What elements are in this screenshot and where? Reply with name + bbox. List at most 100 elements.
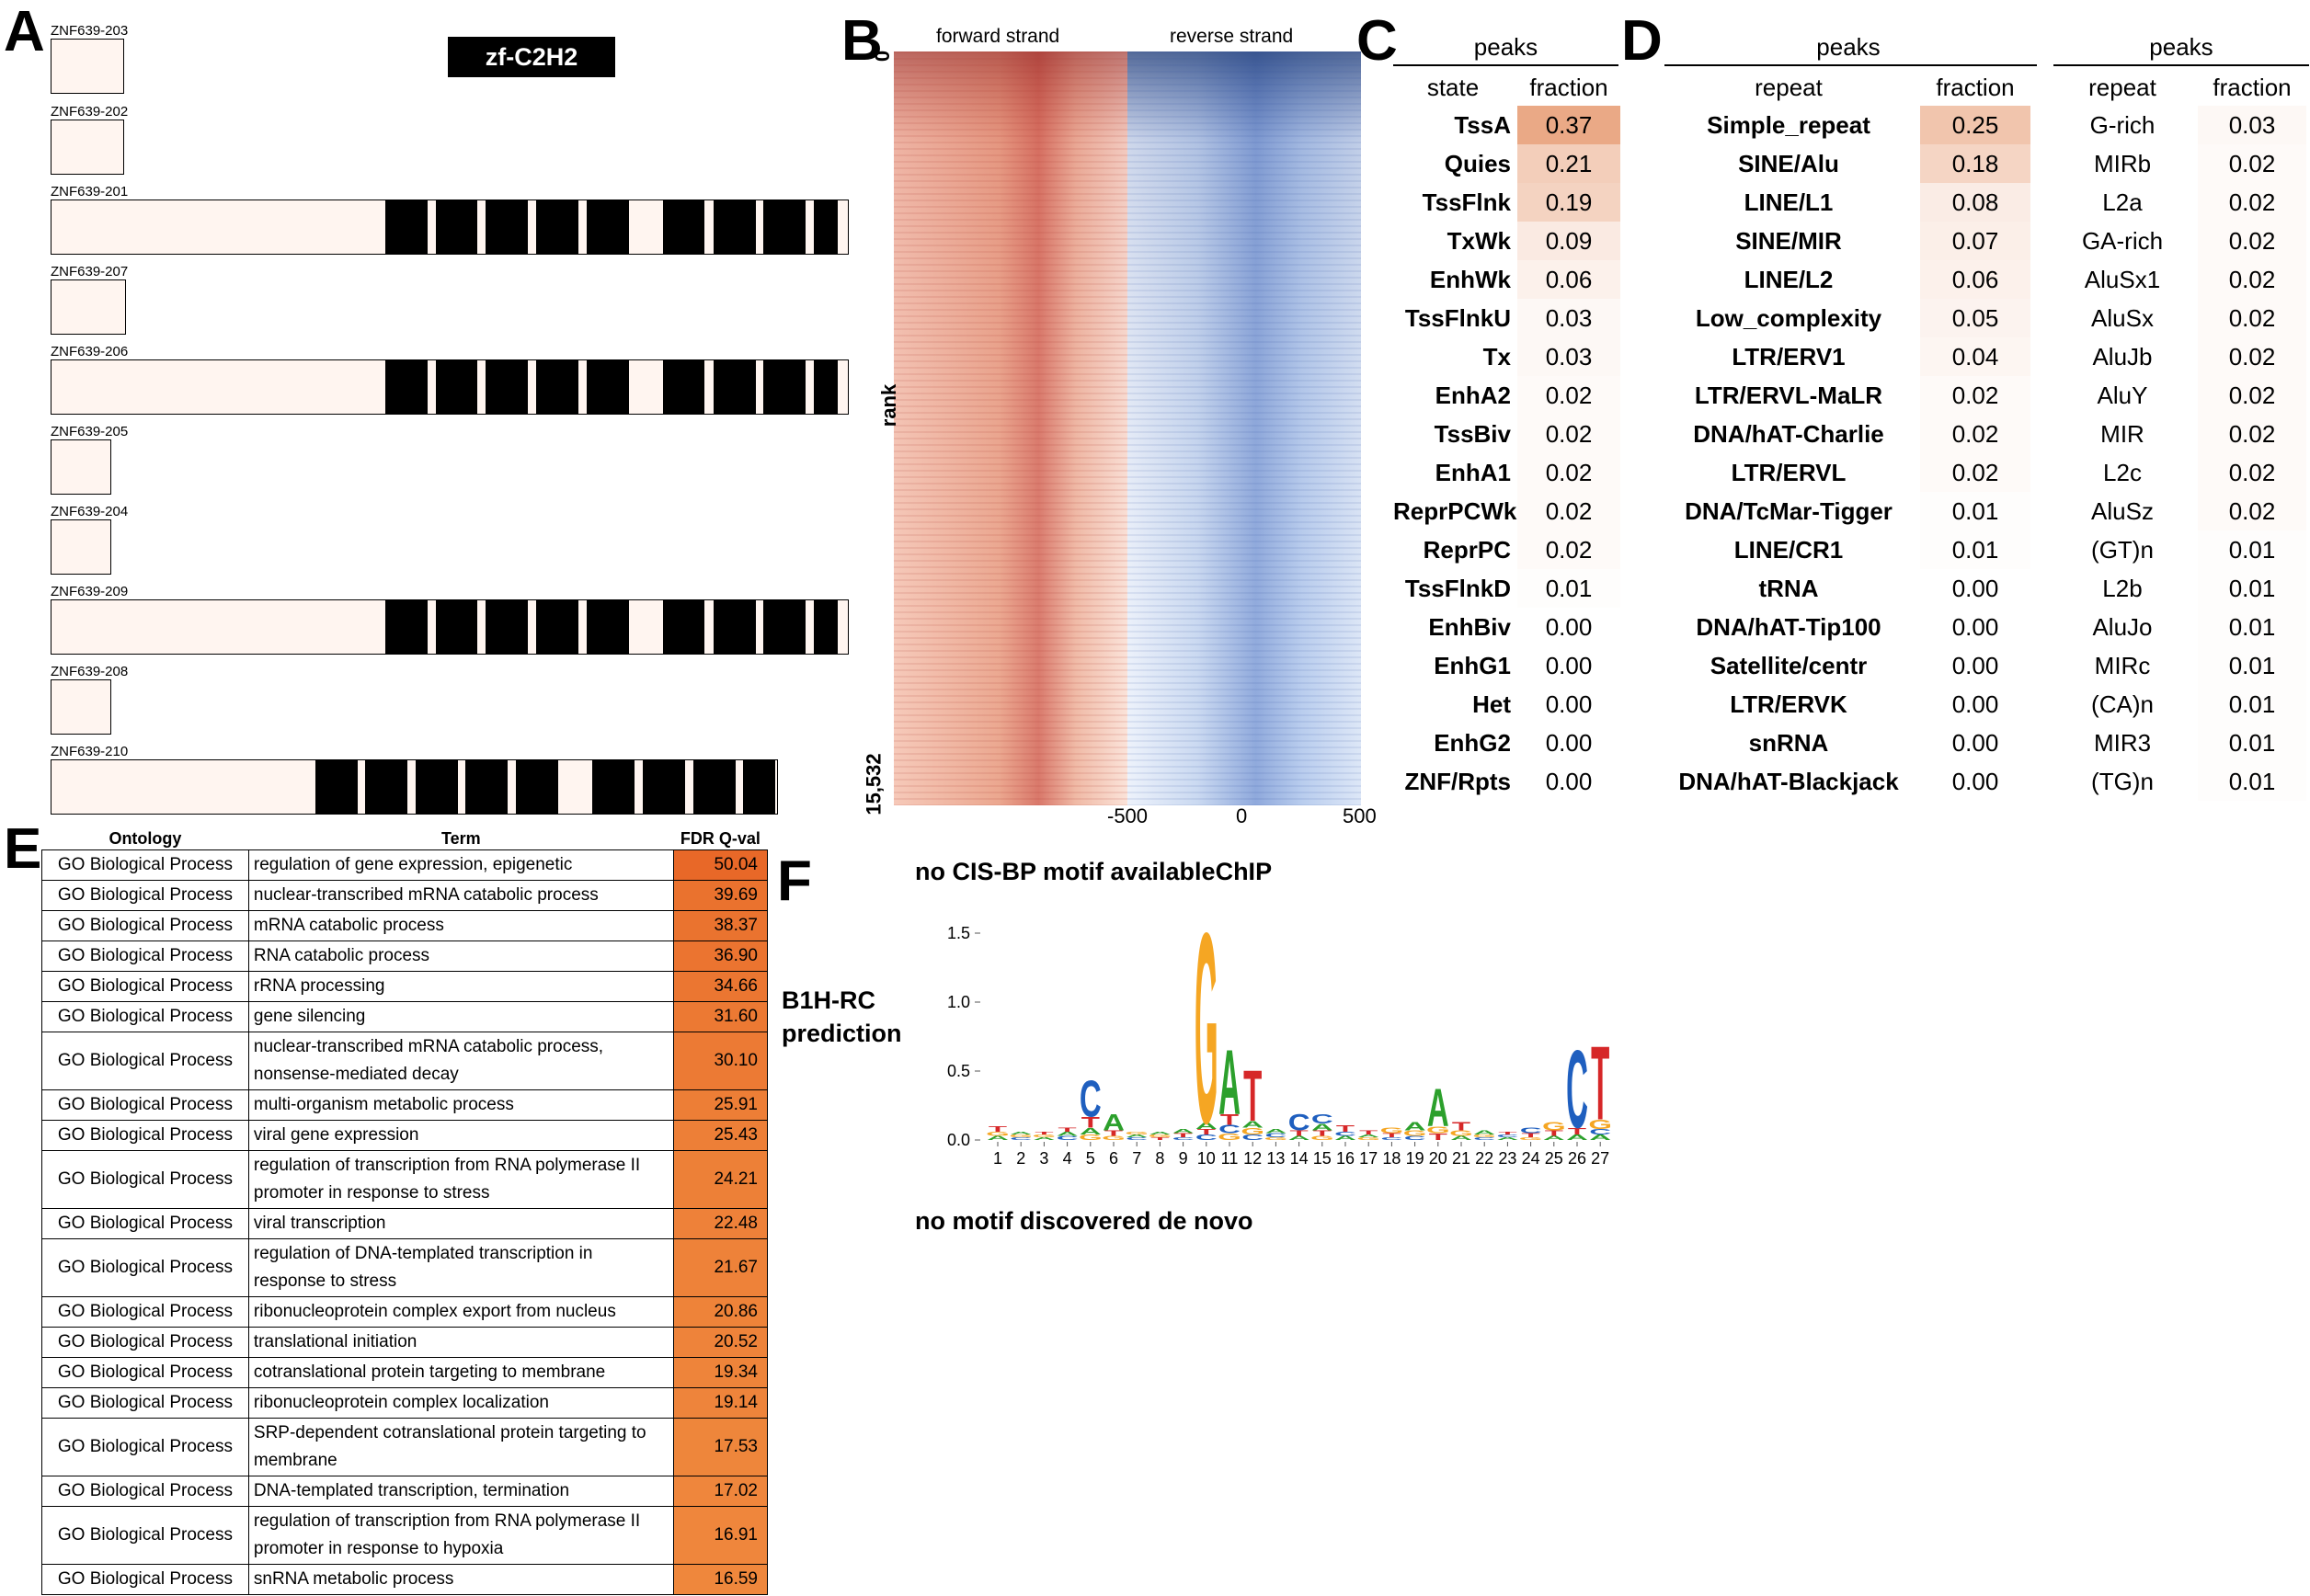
state-label: Quies (1444, 150, 1511, 177)
logo-position-label: 10 (1197, 1149, 1216, 1168)
panel-b-letter: B (841, 9, 883, 73)
repeat-name-label: MIR3 (2093, 729, 2152, 757)
logo-letter: C (1126, 1136, 1148, 1141)
repeat-family-label: LTR/ERVL (1731, 459, 1847, 486)
logo-position-label: 26 (1568, 1149, 1586, 1168)
logo-letter: C (1311, 1112, 1333, 1126)
term-cell: mRNA catabolic process (247, 910, 674, 941)
znf-domain (693, 760, 736, 814)
repeat-family-fraction: 0.00 (1920, 762, 2030, 801)
state-fraction: 0.02 (1517, 530, 1620, 569)
reverse-strand-title: reverse strand (1170, 26, 1294, 47)
state-fraction: 0.00 (1517, 646, 1620, 685)
isoform-label: ZNF639-205 (51, 424, 129, 439)
ontology-cell: GO Biological Process (41, 1032, 249, 1090)
repeat-name-label: AluY (2097, 382, 2148, 409)
ontology-cell: GO Biological Process (41, 1476, 249, 1507)
repeat-name-fraction: 0.01 (2198, 608, 2306, 646)
table-row: GO Biological Process translational initi… (41, 1327, 769, 1358)
znf-domain (536, 200, 578, 254)
table-row: GO Biological Process gene silencing 31.60 (41, 1001, 769, 1032)
znf-domain (663, 360, 704, 414)
repeat-name-label: L2b (2102, 575, 2143, 602)
rank-axis-bottom: 15,532 (862, 753, 886, 815)
state-fraction: 0.02 (1517, 492, 1620, 530)
repeat-name-fraction: 0.02 (2198, 492, 2306, 530)
logo-letter: T (1220, 1111, 1239, 1128)
state-label: TssBiv (1434, 420, 1511, 448)
logo-letter: G (1033, 1134, 1057, 1138)
logo-letter: A (1473, 1130, 1495, 1136)
logo-letter: G (1542, 1120, 1566, 1133)
logo-position-label: 21 (1452, 1149, 1470, 1168)
col-header-q: FDR Q-val (680, 828, 760, 848)
znf-domain (714, 600, 756, 654)
isoform-track (51, 679, 111, 735)
q-value-cell: 38.37 (672, 910, 769, 941)
state-label: Tx (1482, 343, 1511, 370)
znf-domain (587, 600, 629, 654)
logo-letter: A (1010, 1131, 1032, 1135)
logo-letter: C (1218, 1123, 1241, 1135)
q-value-cell: 36.90 (672, 940, 769, 972)
logo-letter: C (1520, 1126, 1542, 1134)
state-fraction: 0.06 (1517, 260, 1620, 299)
logo-letter: T (1429, 1132, 1447, 1142)
repeat-name-fraction: 0.02 (2198, 453, 2306, 492)
repeat-family-fraction: 0.00 (1920, 608, 2030, 646)
logo-letter: T (1568, 1126, 1586, 1136)
repeat-name-label: AluSx1 (2084, 266, 2161, 293)
state-fraction: 0.03 (1517, 299, 1620, 337)
logo-letter: C (1589, 1128, 1611, 1136)
q-value-cell: 50.04 (672, 849, 769, 881)
state-label: Het (1472, 690, 1511, 718)
logo-position-label: 7 (1132, 1149, 1141, 1168)
znf-domain (814, 360, 838, 414)
state-label: EnhA2 (1435, 382, 1511, 409)
state-label: ZNF/Rpts (1404, 768, 1511, 795)
ontology-cell: GO Biological Process (41, 880, 249, 911)
isoform-track (51, 439, 111, 495)
logo-letter: T (1197, 1128, 1217, 1136)
logo-position-label: 6 (1109, 1149, 1118, 1168)
term-cell: viral transcription (247, 1208, 674, 1239)
repeat-name-fraction: 0.01 (2198, 685, 2306, 724)
table-row: GO Biological Process regulation of DNA-t… (41, 1238, 769, 1297)
term-cell: DNA-templated transcription, termination (247, 1476, 674, 1507)
ontology-cell: GO Biological Process (41, 1387, 249, 1419)
logo-position-label: 9 (1179, 1149, 1188, 1168)
isoform-track (51, 519, 111, 575)
logo-letter: C (1473, 1136, 1495, 1141)
isoform-label: ZNF639-201 (51, 184, 129, 200)
logo-letter: G (1241, 1126, 1264, 1136)
peaks-header: peaks (1473, 33, 1538, 61)
logo-letter: A (1080, 1126, 1102, 1136)
isoform-track (51, 279, 126, 335)
term-cell: rRNA processing (247, 971, 674, 1002)
table-row: GO Biological Process ribonucleoprotein c… (41, 1296, 769, 1328)
logo-letter: G (1102, 1135, 1126, 1142)
logo-y-tick: 0.5 (947, 1062, 970, 1080)
q-value-cell: 31.60 (672, 1001, 769, 1032)
znf-domain (486, 600, 528, 654)
repeat-family-fraction: 0.02 (1920, 453, 2030, 492)
logo-letter: C (1380, 1136, 1402, 1141)
logo-letter: A (1334, 1135, 1356, 1142)
repeat-family-label: Satellite/centr (1710, 652, 1868, 679)
znf-domain (465, 760, 508, 814)
col-header-fraction: fraction (1936, 74, 2015, 101)
logo-y-tick: 1.0 (947, 993, 970, 1011)
logo-letter: T (1243, 1054, 1262, 1136)
repeat-name-label: AluJo (2092, 613, 2153, 641)
ontology-cell: GO Biological Process (41, 940, 249, 972)
repeat-family-label: LTR/ERVL-MaLR (1694, 382, 1883, 409)
repeat-family-label: DNA/TcMar-Tigger (1685, 497, 1893, 525)
isoform-track (51, 359, 849, 415)
header-rule (2053, 64, 2309, 66)
logo-letter: A (1450, 1135, 1472, 1142)
term-cell: regulation of transcription from RNA pol… (247, 1150, 674, 1209)
ontology-cell: GO Biological Process (41, 849, 249, 881)
state-label: TssFlnkU (1404, 304, 1511, 332)
table-row: GO Biological Process regulation of gene … (41, 849, 769, 881)
logo-position-label: 14 (1290, 1149, 1309, 1168)
